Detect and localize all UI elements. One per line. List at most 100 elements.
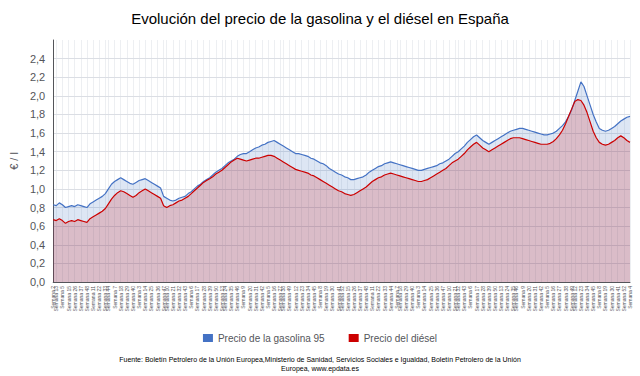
svg-text:Semana 5: Semana 5 [265,286,271,309]
svg-text:Semana 25: Semana 25 [148,286,154,312]
svg-text:Europea, www.epdata.es: Europea, www.epdata.es [281,365,359,373]
svg-text:Semana 22: Semana 22 [96,286,102,312]
svg-text:Semana 12: Semana 12 [572,286,578,312]
svg-text:Semana 20: Semana 20 [247,286,253,312]
svg-text:Semana 30: Semana 30 [609,286,615,312]
svg-text:Semana 5: Semana 5 [59,286,65,309]
svg-text:Semana 21: Semana 21 [170,286,176,312]
svg-text:Semana 16: Semana 16 [271,286,277,312]
svg-text:Semana 39: Semana 39 [486,286,492,312]
svg-text:Semana 6: Semana 6 [467,286,473,309]
svg-text:Semana 3: Semana 3 [415,286,421,309]
svg-text:1,4: 1,4 [30,146,45,158]
svg-text:Semana 48: Semana 48 [363,286,369,312]
svg-text:Semana 10: Semana 10 [164,286,170,312]
svg-text:Semana 15: Semana 15 [66,286,72,312]
svg-text:Fuente: Boletín Petrolero de l: Fuente: Boletín Petrolero de la Unión Eu… [119,356,521,364]
svg-text:Semana 27: Semana 27 [556,286,562,312]
svg-text:1,2: 1,2 [30,164,45,176]
svg-text:Semana 34: Semana 34 [584,286,590,312]
svg-text:Semana 8: Semana 8 [596,286,602,309]
svg-text:Semana 4: Semana 4 [627,286,633,309]
svg-text:€ / l: € / l [8,152,20,170]
svg-text:Semana 14: Semana 14 [142,286,148,312]
svg-text:0,8: 0,8 [30,202,45,214]
svg-text:Semana 38: Semana 38 [563,286,569,312]
svg-text:Semana 48: Semana 48 [84,286,90,312]
svg-text:Semana 24: Semana 24 [504,286,510,312]
svg-text:Semana 31: Semana 31 [253,286,259,312]
svg-text:Semana 28: Semana 28 [201,286,207,312]
svg-text:Semana 36: Semana 36 [155,286,161,312]
svg-text:Precio del diésel: Precio del diésel [364,333,437,344]
svg-text:Semana 33: Semana 33 [382,286,388,312]
svg-text:Semana 13: Semana 13 [498,286,504,312]
svg-text:Semana 13: Semana 13 [53,286,59,312]
svg-text:Semana 31: Semana 31 [532,286,538,312]
svg-text:Semana 6: Semana 6 [188,286,194,309]
svg-text:Semana 32: Semana 32 [176,286,182,312]
svg-text:Semana 38: Semana 38 [280,286,286,312]
svg-text:Semana 35: Semana 35 [228,286,234,312]
svg-text:Semana 49: Semana 49 [286,286,292,312]
svg-text:Semana 45: Semana 45 [311,286,317,312]
svg-text:Semana 52: Semana 52 [621,286,627,312]
svg-text:Semana 52: Semana 52 [339,286,345,312]
svg-text:Semana 22: Semana 22 [375,286,381,312]
svg-text:Semana 50: Semana 50 [213,286,219,312]
svg-text:Semana 8: Semana 8 [317,286,323,309]
svg-text:0,0: 0,0 [30,276,45,288]
svg-text:Precio de la gasolina 95: Precio de la gasolina 95 [218,333,325,344]
svg-text:Semana 26: Semana 26 [72,286,78,312]
svg-text:Semana 19: Semana 19 [602,286,608,312]
svg-text:Semana 11: Semana 11 [90,286,96,311]
svg-text:Semana 23: Semana 23 [299,286,305,312]
svg-text:Semana 9: Semana 9 [520,286,526,309]
svg-text:Semana 47: Semana 47 [440,286,446,312]
svg-text:Semana 37: Semana 37 [78,286,84,312]
svg-text:Semana 45: Semana 45 [590,286,596,312]
svg-text:0,6: 0,6 [30,220,45,232]
svg-text:Semana 46: Semana 46 [234,286,240,312]
svg-text:Semana 19: Semana 19 [323,286,329,312]
svg-text:0,4: 0,4 [30,239,45,251]
svg-text:2,2: 2,2 [30,71,45,83]
svg-text:Semana 7: Semana 7 [112,286,118,309]
svg-text:Evolución del precio de la gas: Evolución del precio de la gasolina y el… [131,10,509,27]
svg-text:Semana 17: Semana 17 [194,286,200,312]
svg-text:Semana 30: Semana 30 [329,286,335,312]
svg-text:2,0: 2,0 [30,90,45,102]
svg-text:Semana 44: Semana 44 [105,286,111,312]
svg-text:Semana 36: Semana 36 [434,286,440,312]
svg-text:Semana 28: Semana 28 [480,286,486,312]
svg-text:Semana 10: Semana 10 [446,286,452,312]
svg-text:Semana 40: Semana 40 [130,286,136,312]
svg-text:Semana 18: Semana 18 [118,286,124,312]
svg-text:Semana 39: Semana 39 [207,286,213,312]
svg-text:Semana 43: Semana 43 [182,286,188,312]
svg-text:2,4: 2,4 [30,53,45,65]
svg-text:Semana 9: Semana 9 [240,286,246,309]
svg-text:Semana 37: Semana 37 [357,286,363,312]
svg-text:Semana 29: Semana 29 [403,286,409,312]
svg-text:Semana 46: Semana 46 [513,286,519,312]
svg-text:Semana 15: Semana 15 [345,286,351,312]
svg-text:Semana 44: Semana 44 [388,286,394,312]
svg-text:Semana 41: Semana 41 [615,286,621,312]
svg-text:Semana 40: Semana 40 [409,286,415,312]
svg-text:Semana 32: Semana 32 [455,286,461,312]
svg-text:1,0: 1,0 [30,183,45,195]
svg-text:Semana 42: Semana 42 [259,286,265,312]
svg-text:Semana 24: Semana 24 [222,286,228,312]
svg-text:Semana 12: Semana 12 [293,286,299,312]
svg-text:0,2: 0,2 [30,257,45,269]
svg-text:Semana 42: Semana 42 [538,286,544,312]
svg-text:Semana 3: Semana 3 [136,286,142,309]
svg-text:Semana 29: Semana 29 [124,286,130,312]
svg-text:Semana 25: Semana 25 [428,286,434,312]
svg-text:Semana 5: Semana 5 [544,286,550,309]
svg-text:Semana 16: Semana 16 [550,286,556,312]
svg-text:1,8: 1,8 [30,108,45,120]
svg-text:Semana 17: Semana 17 [474,286,480,312]
svg-text:Semana 11: Semana 11 [369,286,375,311]
